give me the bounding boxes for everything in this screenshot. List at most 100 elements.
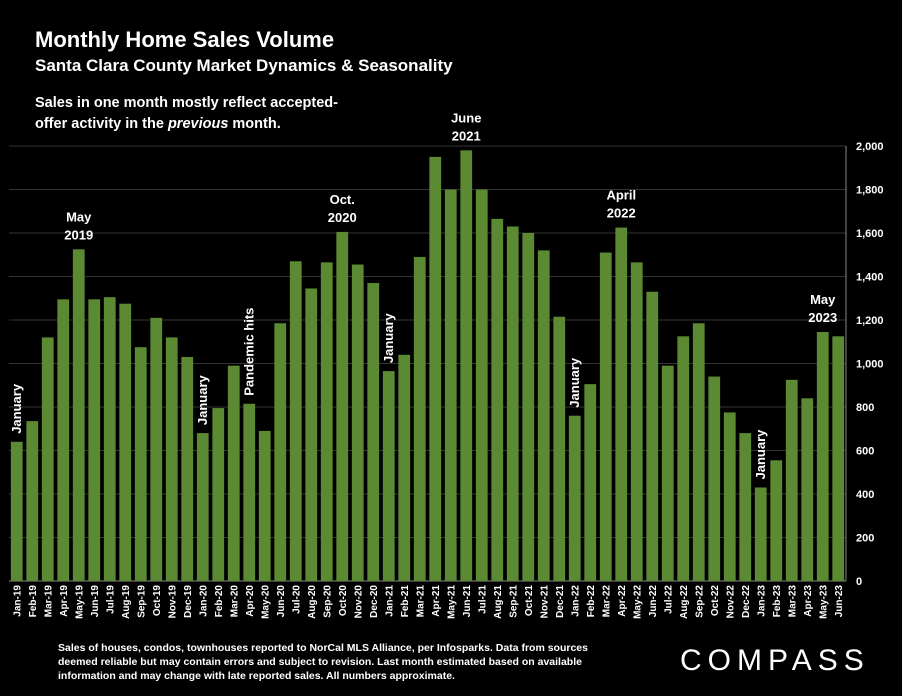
x-tick-label: Feb-23 xyxy=(772,585,783,618)
x-tick-label: May-21 xyxy=(446,585,457,619)
bar xyxy=(398,354,411,581)
bar xyxy=(770,460,783,581)
compass-logo: COMPASS xyxy=(680,644,870,677)
x-tick-label: Apr-23 xyxy=(803,585,814,617)
x-tick-label: Sep-19 xyxy=(136,585,147,618)
bar xyxy=(150,317,163,581)
x-tick-label: Aug-22 xyxy=(679,585,690,619)
x-tick-label: Mar-22 xyxy=(601,585,612,618)
annotation-label: June xyxy=(451,110,481,125)
bar xyxy=(785,379,798,581)
annotation-label: 2023 xyxy=(808,310,837,325)
bar xyxy=(801,398,814,581)
bar-chart: 0 200 400 600 800 1,000 1,200 1,400 1,600 1,800 2,… xyxy=(9,110,884,619)
annotation-label: 2021 xyxy=(452,128,481,143)
y-tick-label: 0 xyxy=(856,576,862,588)
annotation-label: January xyxy=(753,429,768,480)
x-tick-label: Sep-21 xyxy=(508,585,519,618)
y-tick-label: 800 xyxy=(856,402,874,414)
x-tick-label: Apr-22 xyxy=(617,585,628,617)
x-tick-label: Oct-22 xyxy=(710,585,721,617)
note-text-italic: previous xyxy=(167,116,229,132)
x-tick-label: Aug-19 xyxy=(121,585,132,619)
bar xyxy=(181,356,194,581)
annotation-label: May xyxy=(66,209,92,224)
bar xyxy=(723,412,736,581)
x-tick-label: Aug-20 xyxy=(307,585,318,619)
annotation-label: April xyxy=(606,188,636,203)
annotation-label: January xyxy=(9,383,24,434)
x-tick-label: Nov-19 xyxy=(167,585,178,619)
x-tick-label: Jun-23 xyxy=(834,585,845,618)
bar xyxy=(708,376,721,581)
y-tick-label: 400 xyxy=(856,489,874,501)
bar xyxy=(568,415,581,581)
bar xyxy=(227,365,240,581)
x-tick-label: Jul-22 xyxy=(663,585,674,614)
bar xyxy=(119,303,132,581)
bar xyxy=(72,249,85,581)
bar xyxy=(413,256,426,581)
bar xyxy=(615,227,628,581)
x-tick-label: Sep-22 xyxy=(694,585,705,618)
bar xyxy=(165,337,178,581)
x-tick-label: Feb-20 xyxy=(214,585,225,618)
x-tick-label: Mar-23 xyxy=(787,585,798,618)
y-tick-label: 1,800 xyxy=(856,185,884,197)
note-text-end: month. xyxy=(228,116,281,132)
x-tick-label: Feb-22 xyxy=(586,585,597,618)
annotation-label: January xyxy=(381,312,396,363)
bar xyxy=(522,233,535,581)
y-tick-label: 1,600 xyxy=(856,228,884,240)
y-tick-label: 1,200 xyxy=(856,315,884,327)
x-tick-label: Jun-19 xyxy=(90,585,101,618)
x-tick-label: Jul-20 xyxy=(291,585,302,614)
bar xyxy=(491,218,504,582)
x-tick-label: Aug-21 xyxy=(493,585,504,619)
x-tick-label: Apr-19 xyxy=(59,585,70,617)
x-tick-label: Nov-22 xyxy=(725,585,736,619)
bar xyxy=(739,433,752,581)
bar xyxy=(134,347,147,581)
annotation-label: 2022 xyxy=(607,206,636,221)
bar xyxy=(243,403,256,581)
x-tick-label: Jan-23 xyxy=(756,585,767,617)
bar xyxy=(754,487,767,581)
bar xyxy=(57,299,70,581)
x-tick-label: May-23 xyxy=(818,585,829,619)
x-tick-label: Jan-19 xyxy=(12,585,23,617)
x-tick-label: May-22 xyxy=(632,585,643,619)
annotation-label: January xyxy=(567,357,582,408)
x-tick-label: Oct-20 xyxy=(338,585,349,617)
chart-subtitle: Santa Clara County Market Dynamics & Sea… xyxy=(35,56,453,75)
bar xyxy=(475,189,488,581)
x-tick-label: Jul-21 xyxy=(477,585,488,614)
y-tick-label: 600 xyxy=(856,446,874,458)
x-tick-label: Dec-21 xyxy=(555,585,566,618)
x-tick-label: Feb-21 xyxy=(400,585,411,618)
chart-note: Sales in one month mostly reflect accept… xyxy=(35,93,365,135)
x-tick-label: Dec-20 xyxy=(369,585,380,618)
source-footnote: Sales of houses, condos, townhouses repo… xyxy=(58,642,588,682)
x-tick-label: Apr-21 xyxy=(431,585,442,617)
x-tick-label: Feb-19 xyxy=(28,585,39,618)
bar xyxy=(351,264,364,581)
bar xyxy=(10,441,23,581)
bar xyxy=(305,288,318,581)
bar xyxy=(506,226,519,581)
bar xyxy=(429,156,442,581)
y-tick-label: 200 xyxy=(856,533,874,545)
bar xyxy=(460,150,473,581)
x-tick-label: Mar-21 xyxy=(415,585,426,618)
x-tick-label: May-20 xyxy=(260,585,271,619)
x-tick-label: Jul-19 xyxy=(105,585,116,614)
x-tick-label: Mar-19 xyxy=(43,585,54,618)
bar xyxy=(692,323,705,581)
bar xyxy=(88,299,101,581)
x-tick-label: Mar-20 xyxy=(229,585,240,618)
note-text-start: Sales in one month mostly reflect accept… xyxy=(35,95,338,132)
bar xyxy=(661,365,674,581)
annotation-label: 2020 xyxy=(328,210,357,225)
bar xyxy=(212,408,225,581)
x-tick-label: Jan-21 xyxy=(384,585,395,617)
